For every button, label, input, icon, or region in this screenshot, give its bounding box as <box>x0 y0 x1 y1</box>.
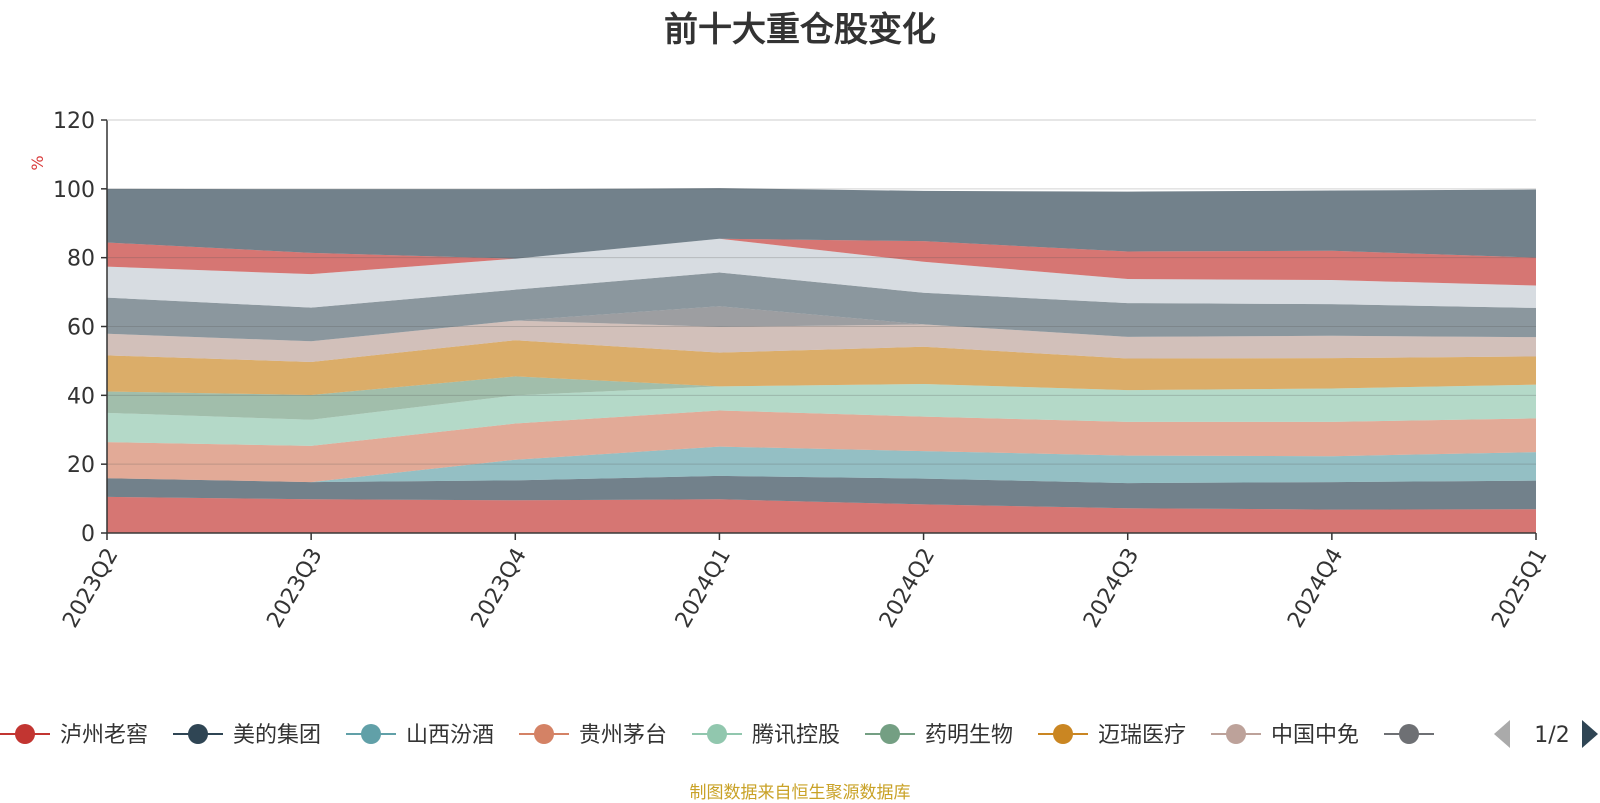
legend-label: 贵州茅台 <box>579 723 667 748</box>
legend-label: 美的集团 <box>233 723 321 748</box>
legend-page-indicator: 1/2 <box>1534 723 1569 748</box>
legend: 泸州老窖 美的集团 山西汾酒 贵州茅台 腾讯控股 药明生物 迈瑞医疗 中国中免 1/2 <box>0 714 1600 754</box>
area-series-2[interactable] <box>107 475 1536 510</box>
legend-item[interactable]: 山西汾酒 <box>346 723 494 748</box>
x-tick-label: 2023Q4 <box>467 544 532 632</box>
area-series-1[interactable] <box>107 496 1536 533</box>
legend-marker-icon <box>15 724 35 744</box>
x-tick-label: 2024Q4 <box>1283 544 1348 632</box>
x-tick-label: 2025Q1 <box>1487 544 1552 632</box>
legend-marker-icon <box>1226 724 1246 744</box>
legend-item[interactable]: 迈瑞医疗 <box>1038 723 1186 748</box>
legend-marker-icon <box>1053 724 1073 744</box>
area-series-8[interactable] <box>107 320 1536 362</box>
area-series-6[interactable] <box>107 376 1536 420</box>
area-series-9[interactable] <box>107 306 1536 342</box>
legend-marker-icon <box>1399 724 1419 744</box>
legend-label: 山西汾酒 <box>406 723 494 748</box>
legend-prev-page-icon[interactable] <box>1494 720 1510 748</box>
legend-item[interactable]: 泸州老窖 <box>0 723 148 748</box>
legend-marker-icon <box>707 724 727 744</box>
area-series-10[interactable] <box>107 272 1536 342</box>
legend-item[interactable]: 贵州茅台 <box>519 723 667 748</box>
legend-item[interactable]: 药明生物 <box>865 723 1013 748</box>
area-series-13[interactable] <box>107 188 1536 259</box>
y-axis-unit: % <box>28 155 47 170</box>
legend-marker-icon <box>880 724 900 744</box>
y-tick-label: 100 <box>53 178 95 203</box>
legend-label: 腾讯控股 <box>752 723 840 748</box>
y-tick-label: 20 <box>67 453 95 478</box>
legend-marker-icon <box>361 724 381 744</box>
x-tick-label: 2024Q1 <box>671 544 736 632</box>
y-tick-label: 0 <box>81 522 95 547</box>
legend-item[interactable]: 中国中免 <box>1211 723 1359 748</box>
legend-label: 药明生物 <box>925 723 1013 748</box>
y-tick-label: 40 <box>67 384 95 409</box>
legend-marker-icon <box>188 724 208 744</box>
series-layer <box>107 188 1536 533</box>
y-tick-label: 120 <box>53 109 95 134</box>
area-series-12[interactable] <box>107 238 1536 286</box>
area-series-7[interactable] <box>107 340 1536 395</box>
x-tick-label: 2023Q3 <box>262 544 327 632</box>
y-tick-label: 60 <box>67 316 95 341</box>
legend-label: 迈瑞医疗 <box>1098 723 1186 748</box>
legend-item[interactable]: 美的集团 <box>173 723 321 748</box>
source-note: 制图数据来自恒生聚源数据库 <box>689 783 911 803</box>
chart-title: 前十大重仓股变化 <box>664 10 936 50</box>
legend-next-page-icon[interactable] <box>1582 720 1598 748</box>
area-series-11[interactable] <box>107 238 1536 308</box>
x-tick-label: 2024Q2 <box>875 544 940 632</box>
x-tick-label: 2024Q3 <box>1079 544 1144 632</box>
legend-marker-icon <box>534 724 554 744</box>
y-tick-label: 80 <box>67 247 95 272</box>
legend-item[interactable]: 腾讯控股 <box>692 723 840 748</box>
x-tick-label: 2023Q2 <box>58 544 123 632</box>
legend-item[interactable] <box>1384 724 1434 744</box>
area-series-5[interactable] <box>107 383 1536 446</box>
legend-label: 泸州老窖 <box>60 723 148 748</box>
area-series-3[interactable] <box>107 446 1536 484</box>
area-series-4[interactable] <box>107 410 1536 483</box>
legend-label: 中国中免 <box>1271 723 1359 748</box>
